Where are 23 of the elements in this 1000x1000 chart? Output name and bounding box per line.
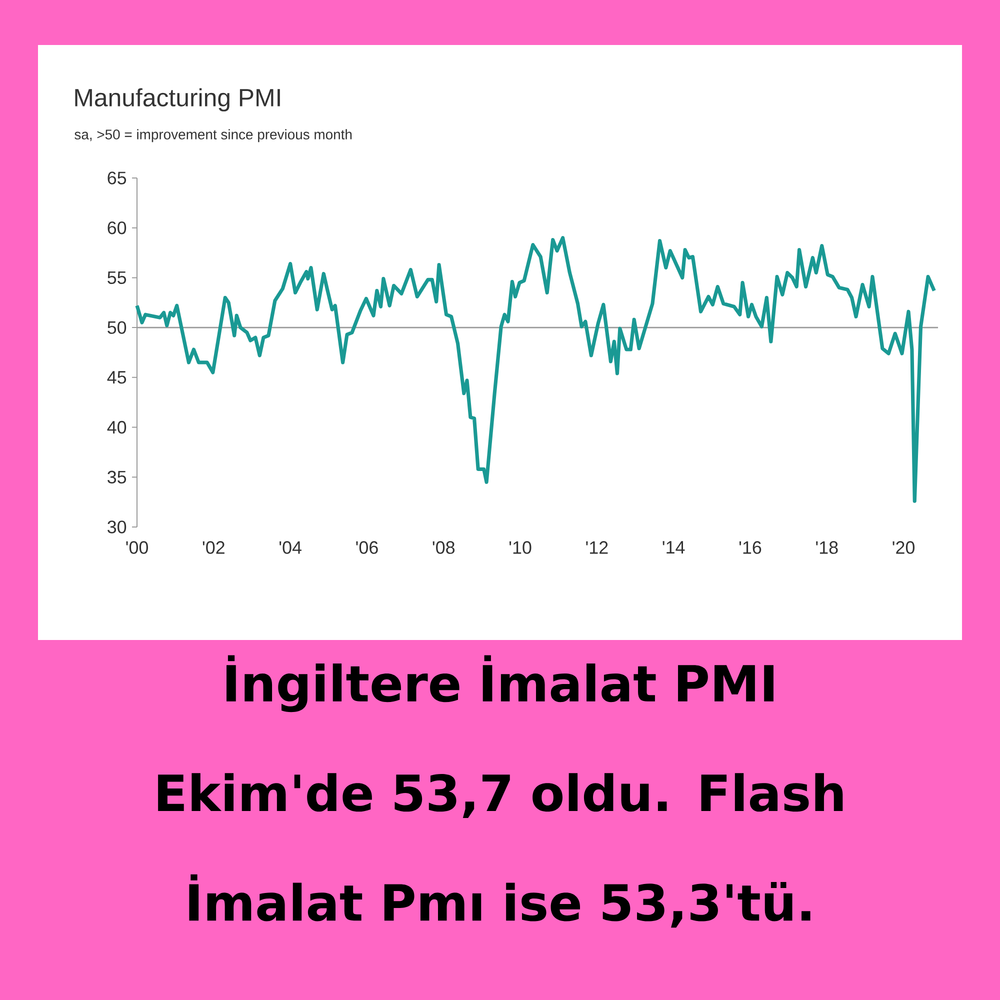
x-tick-label: '18 (816, 541, 838, 554)
x-tick-label: '02 (202, 541, 224, 554)
text: İngiltere İmalat PMI Ekim'de 53,7 oldu. Flash İmalat Pmı ise 53,3'tü. (158, 655, 843, 928)
y-tick-label: 30 (108, 520, 126, 534)
chart-title: Manufacturing PMI (75, 88, 280, 112)
y-tick-label: 55 (108, 271, 126, 284)
y-tick-label: 40 (107, 420, 126, 434)
y-tick-label: 35 (108, 470, 126, 484)
x-tick-label: '14 (662, 541, 685, 554)
y-tick-label: 60 (108, 221, 126, 234)
chart-subtitle: sa, >50 = improvement since previous month (74, 129, 352, 142)
y-tick-label: 45 (107, 371, 126, 384)
x-tick-label: '16 (739, 541, 762, 554)
x-tick-label: '20 (892, 541, 915, 554)
x-tick-label: '10 (509, 541, 532, 554)
x-tick-label: '12 (586, 541, 608, 554)
x-tick-label: '00 (126, 541, 148, 554)
y-tick-label: 65 (108, 172, 126, 184)
x-tick-label: '04 (280, 541, 302, 554)
x-tick-label: '08 (432, 541, 455, 554)
line-series (135, 236, 936, 503)
x-tick-label: '06 (356, 541, 378, 554)
y-tick-label: 50 (108, 321, 126, 334)
